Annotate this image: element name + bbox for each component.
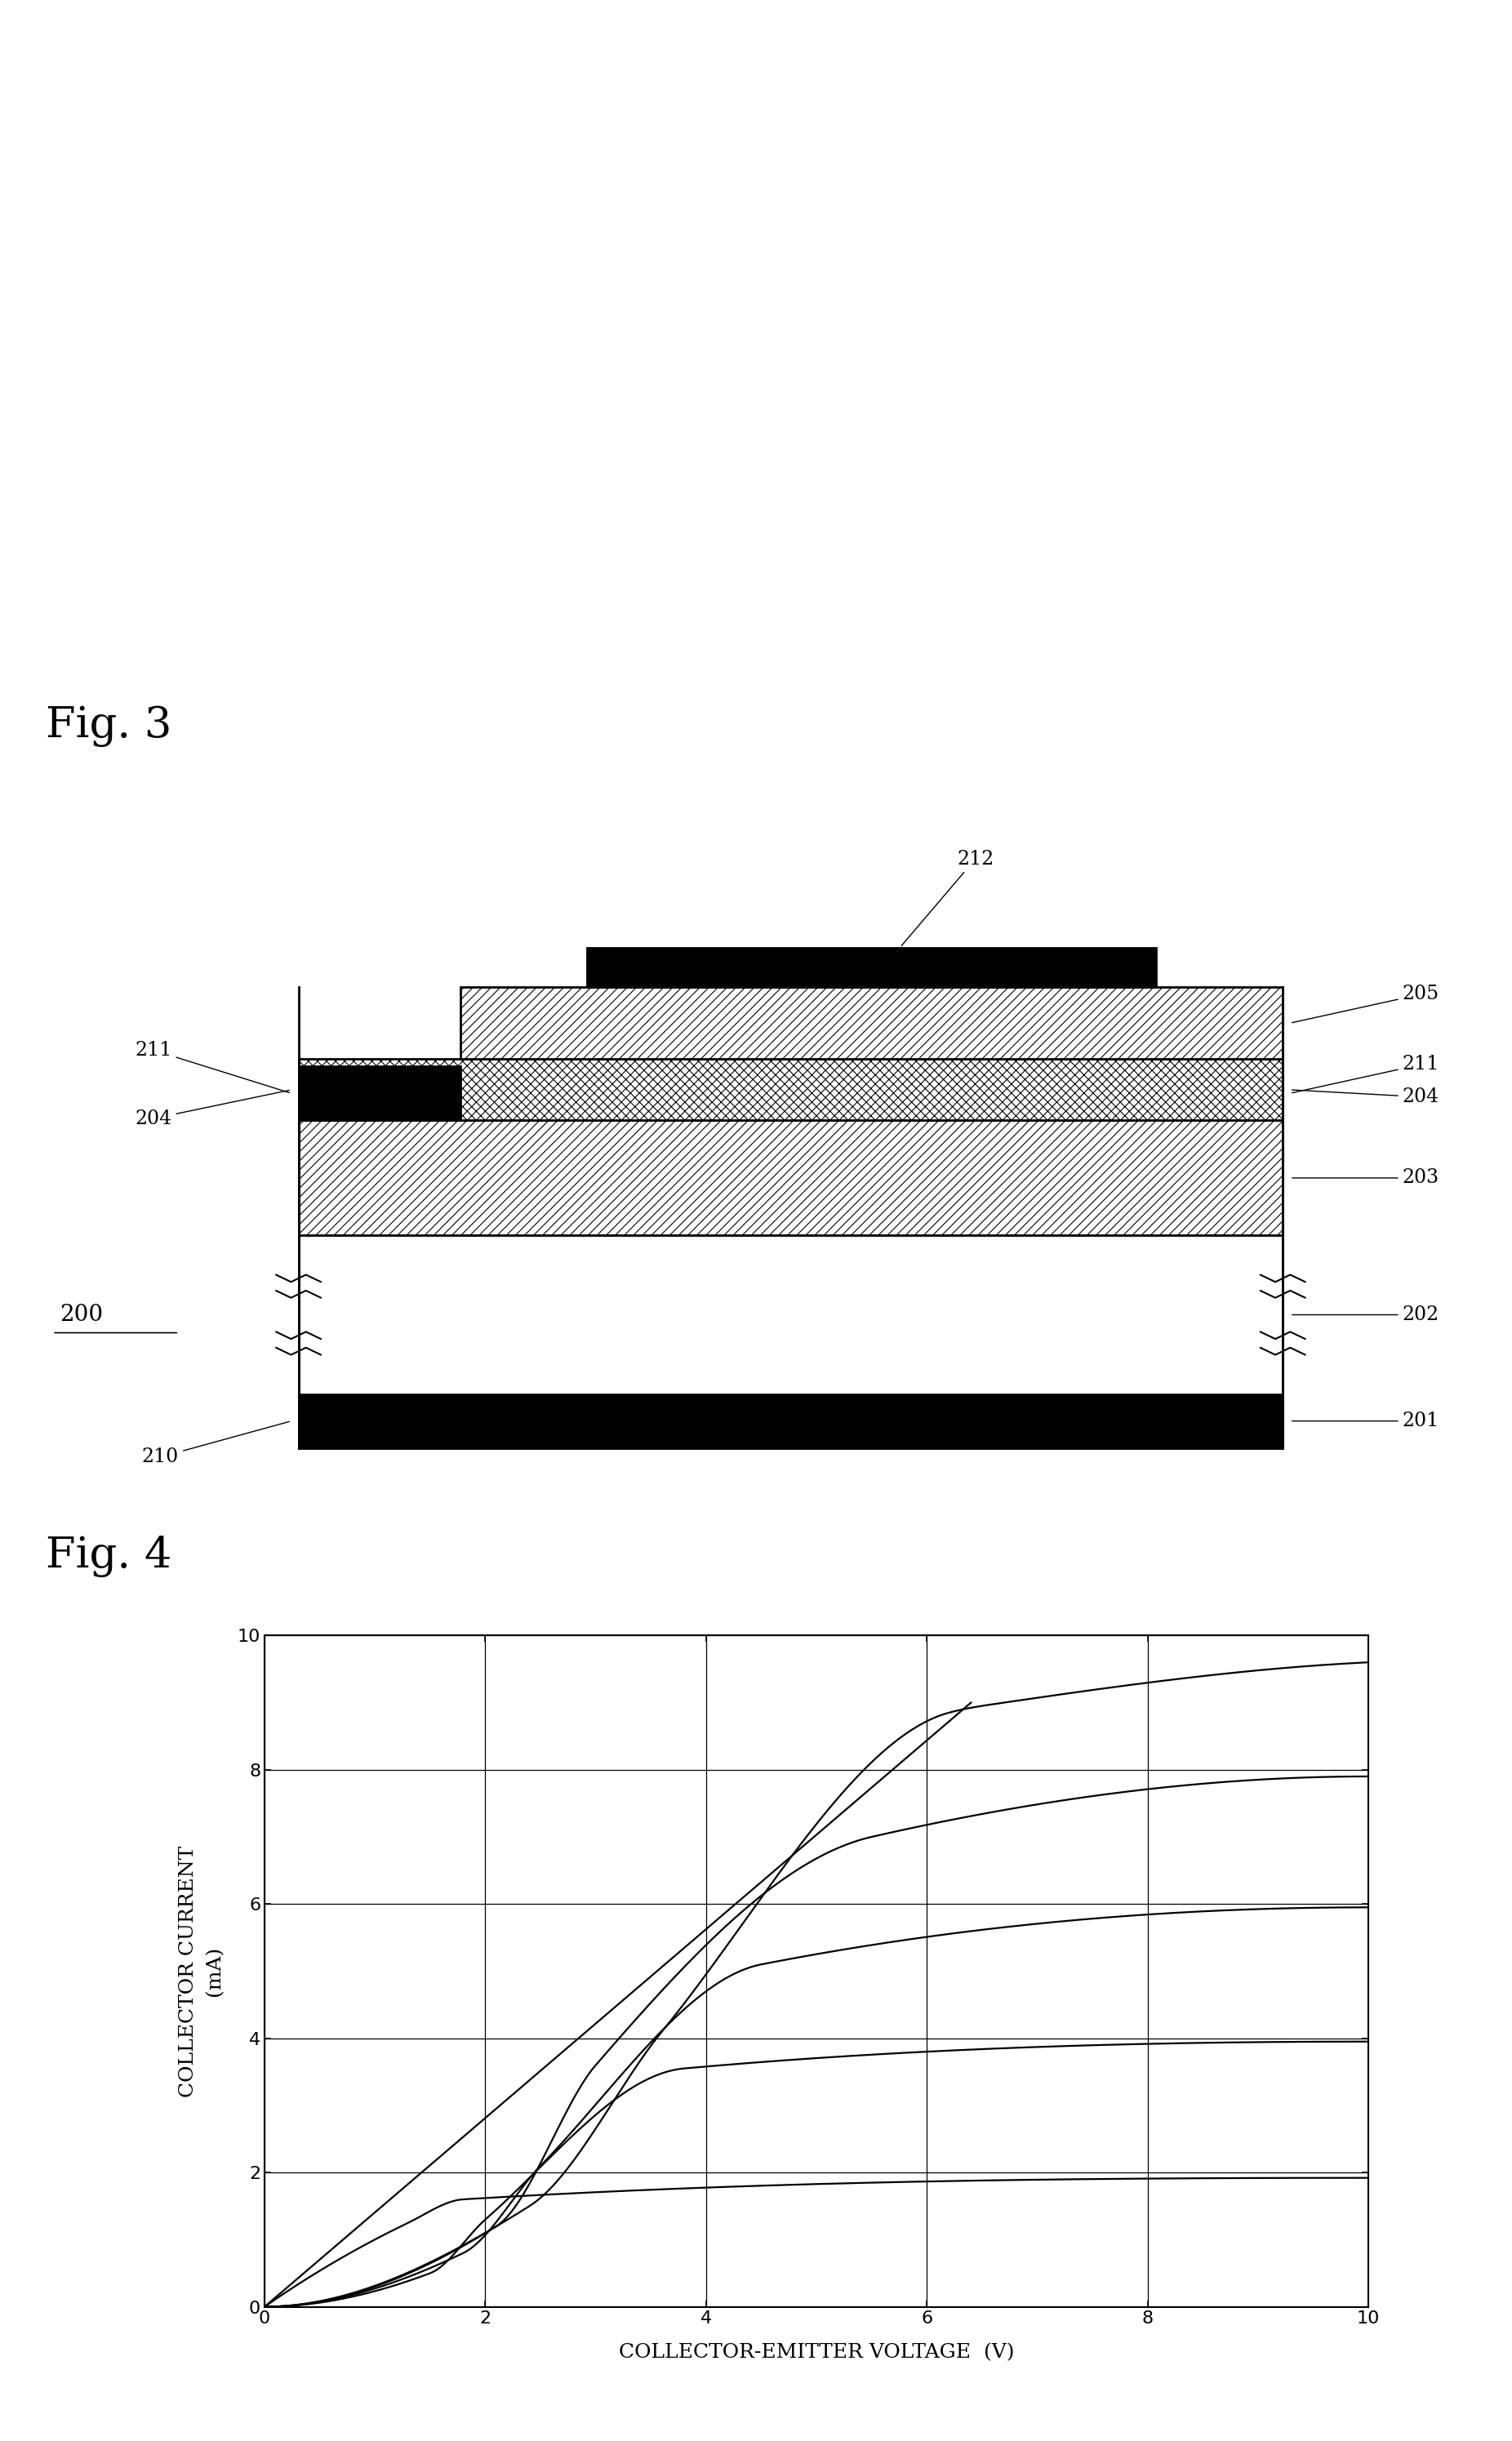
Text: 205: 205	[1293, 986, 1439, 1023]
Bar	[460, 986, 1282, 1059]
Text: 203: 203	[1293, 1169, 1439, 1186]
Text: 210: 210	[142, 1421, 289, 1467]
Text: 200: 200	[59, 1303, 103, 1325]
Text: 204: 204	[1293, 1089, 1439, 1106]
Bar	[587, 947, 1157, 986]
Bar	[298, 1394, 1282, 1448]
Text: 211: 211	[135, 1040, 289, 1094]
Bar	[298, 1059, 1282, 1120]
Bar	[298, 1120, 1282, 1235]
X-axis label: COLLECTOR-EMITTER VOLTAGE  (V): COLLECTOR-EMITTER VOLTAGE (V)	[618, 2343, 1015, 2363]
Text: 211: 211	[1293, 1055, 1439, 1094]
Bar	[298, 1235, 1282, 1394]
Text: 202: 202	[1293, 1306, 1439, 1323]
Text: 201: 201	[1293, 1411, 1439, 1430]
Text: Fig. 3: Fig. 3	[45, 705, 171, 747]
Y-axis label: COLLECTOR CURRENT
(mA): COLLECTOR CURRENT (mA)	[178, 1845, 224, 2097]
Text: 212: 212	[901, 849, 993, 945]
Text: 204: 204	[135, 1091, 289, 1128]
Bar	[298, 1067, 460, 1120]
Text: Fig. 4: Fig. 4	[45, 1535, 171, 1577]
